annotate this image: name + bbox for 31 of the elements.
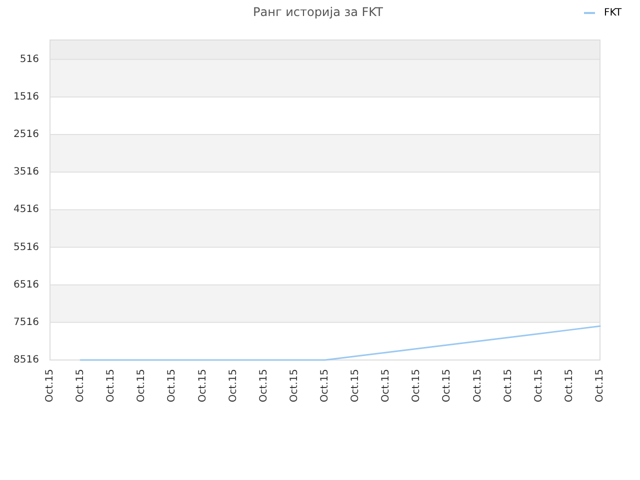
y-tick-label: 7516 <box>14 316 39 328</box>
x-tick-label: Oct.15 <box>502 369 514 402</box>
x-tick-label: Oct.15 <box>350 369 362 402</box>
x-tick-label: Oct.15 <box>564 369 575 402</box>
x-tick-label: Oct.15 <box>472 369 484 402</box>
x-tick-label: Oct.15 <box>166 369 178 402</box>
y-tick-label: 3516 <box>14 166 39 178</box>
x-tick-label: Oct.15 <box>44 369 56 402</box>
x-tick-label: Oct.15 <box>594 369 606 402</box>
x-tick-label: Oct.15 <box>533 369 544 402</box>
x-tick-label: Oct.15 <box>106 369 117 402</box>
y-tick-label: 2516 <box>14 129 39 140</box>
y-tick-label: 6516 <box>14 279 39 290</box>
x-tick-label: Oct.15 <box>288 369 300 402</box>
y-tick-label: 516 <box>20 54 39 65</box>
x-tick-label: Oct.15 <box>411 369 422 402</box>
line-series <box>80 325 601 361</box>
y-tick-label: 5516 <box>14 242 39 253</box>
x-tick-label: Oct.15 <box>197 369 208 402</box>
y-tick-label: 1516 <box>14 91 39 102</box>
y-tick-label: 4516 <box>14 204 39 216</box>
x-tick-label: Oct.15 <box>75 369 86 402</box>
x-tick-label: Oct.15 <box>442 369 453 402</box>
x-tick-label: Oct.15 <box>380 369 392 402</box>
y-tick-label: 8516 <box>14 354 39 366</box>
x-tick-label: Oct.15 <box>320 369 330 402</box>
x-tick-label: Oct.15 <box>136 369 148 402</box>
chart-title: Ранг историја за FKT <box>253 5 384 19</box>
legend-label: FKT <box>604 8 623 18</box>
x-tick-label: Oct.15 <box>258 369 270 402</box>
x-tick-label: Oct.15 <box>228 369 239 402</box>
